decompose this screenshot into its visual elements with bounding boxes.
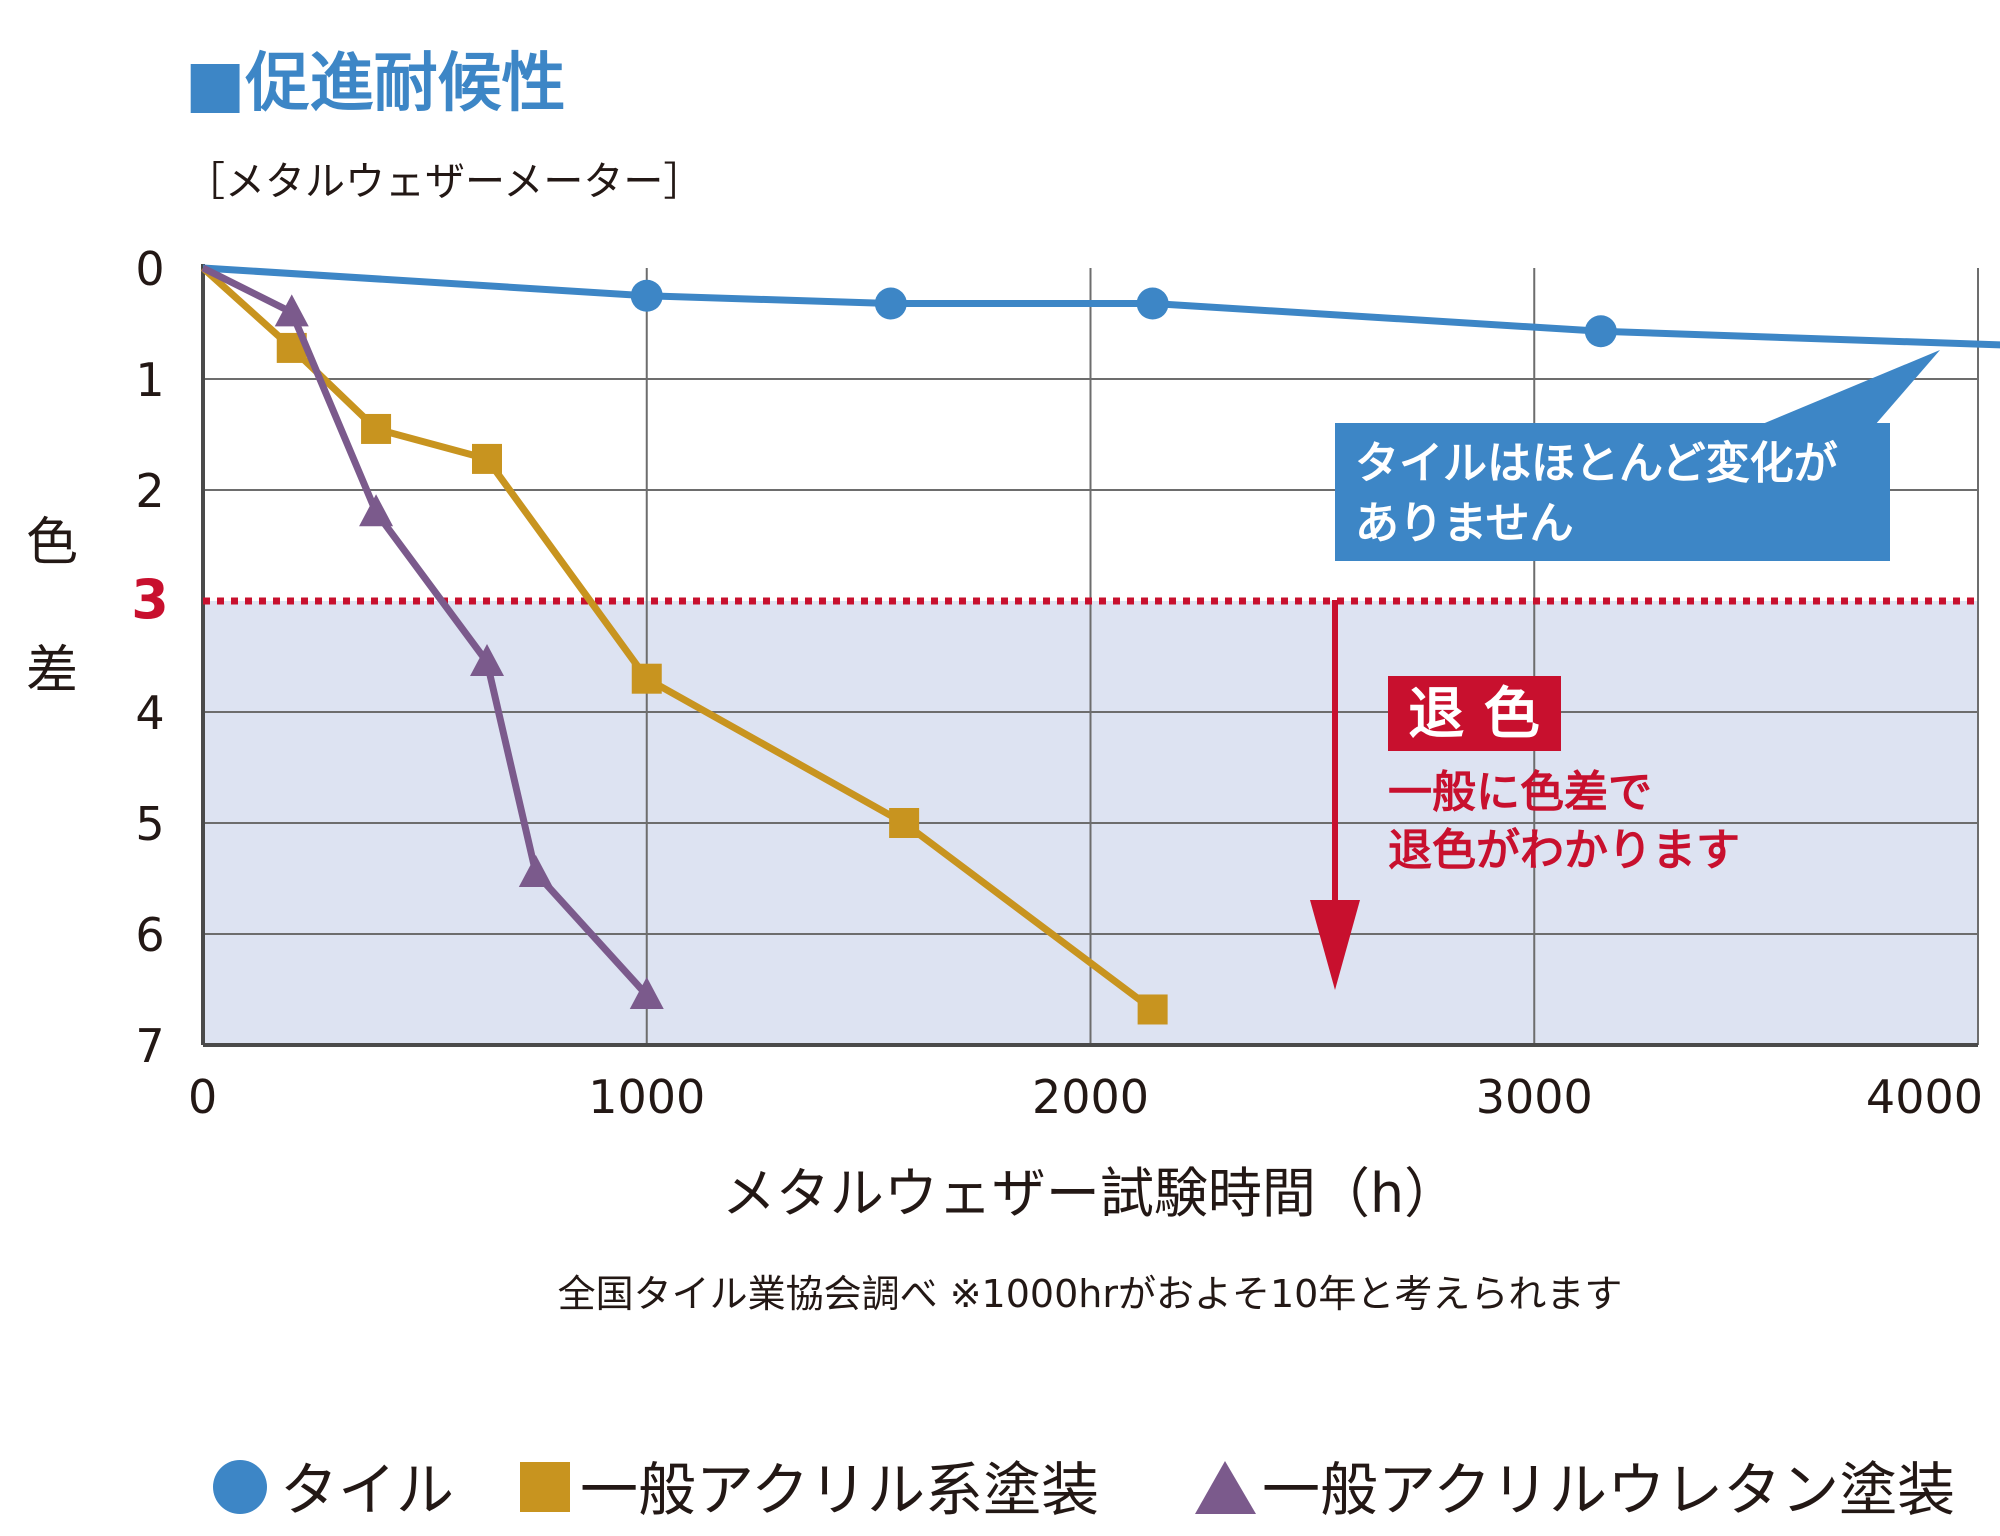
- legend: タイル 一般アクリル系塗装 一般アクリルウレタン塗装: [213, 1456, 1955, 1524]
- data-point-circle: [1584, 315, 1617, 348]
- fade-title: 退 色: [1408, 682, 1540, 747]
- data-point-circle: [630, 279, 663, 312]
- series-line-2: [201, 264, 650, 998]
- x-axis-label: メタルウェザー試験時間（h）: [722, 1162, 1458, 1225]
- y-tick-label: 6: [135, 908, 164, 962]
- data-series: [200, 264, 2000, 1025]
- data-point-triangle: [359, 494, 394, 527]
- y-tick-label: 4: [135, 686, 164, 740]
- fade-arrow-head: [1310, 900, 1360, 990]
- x-tick-label: 2000: [1032, 1070, 1149, 1124]
- legend-label-acrylic: 一般アクリル系塗装: [580, 1456, 1099, 1524]
- fade-note-line-1: 一般に色差で: [1388, 767, 1652, 818]
- svg-text:差: 差: [26, 641, 78, 701]
- x-tick-label: 1000: [588, 1070, 705, 1124]
- legend-circle-icon: [213, 1460, 267, 1514]
- fade-annotation: 退 色 一般に色差で 退色がわかります: [1310, 600, 1740, 990]
- legend-label-urethane: 一般アクリルウレタン塗装: [1262, 1456, 1955, 1524]
- threshold-label: 3: [131, 568, 169, 631]
- data-point-square: [631, 663, 662, 694]
- fade-badge: [1388, 676, 1561, 751]
- y-tick-label: 0: [135, 242, 164, 296]
- data-point-triangle: [629, 977, 664, 1010]
- legend-label-tile: タイル: [280, 1456, 454, 1524]
- legend-triangle-icon: [1195, 1461, 1256, 1514]
- callout-line-1: タイルはほとんど変化が: [1355, 438, 1838, 489]
- data-point-triangle: [518, 854, 553, 887]
- data-point-triangle: [470, 644, 504, 677]
- chart-subtitle: ［メタルウェザーメーター］: [185, 159, 703, 205]
- data-point-square: [361, 413, 392, 444]
- y-tick-label: 7: [135, 1019, 164, 1073]
- footnote: 全国タイル業協会調べ ※1000hrがおよそ10年と考えられます: [558, 1272, 1623, 1316]
- chart-title: ■促進耐候性: [185, 47, 565, 121]
- data-point-circle: [1136, 287, 1169, 320]
- y-tick-label: 1: [135, 353, 164, 407]
- data-point-circle: [874, 287, 907, 320]
- callout-pointer: [1760, 350, 1940, 425]
- y-tick-label: 5: [135, 797, 164, 851]
- data-point-triangle: [274, 294, 309, 327]
- svg-text:色: 色: [26, 513, 78, 573]
- data-point-square: [472, 443, 502, 474]
- y-tick-label: 2: [135, 464, 164, 518]
- y-axis-label: 色 差: [26, 513, 78, 701]
- callout-line-2: ありません: [1355, 498, 1574, 549]
- x-tick-label: 0: [188, 1070, 217, 1124]
- callout-box: [1335, 423, 1890, 561]
- data-point-square: [889, 808, 920, 838]
- data-point-square: [1137, 994, 1168, 1025]
- axes: [201, 264, 1978, 1047]
- x-tick-label: 4000: [1866, 1070, 1983, 1124]
- x-tick-label: 3000: [1476, 1070, 1593, 1124]
- legend-square-icon: [520, 1462, 570, 1512]
- tile-callout: タイルはほとんど変化が ありません: [1335, 350, 1940, 561]
- series-line-0: [202, 264, 2000, 349]
- fade-note-line-2: 退色がわかります: [1388, 825, 1740, 876]
